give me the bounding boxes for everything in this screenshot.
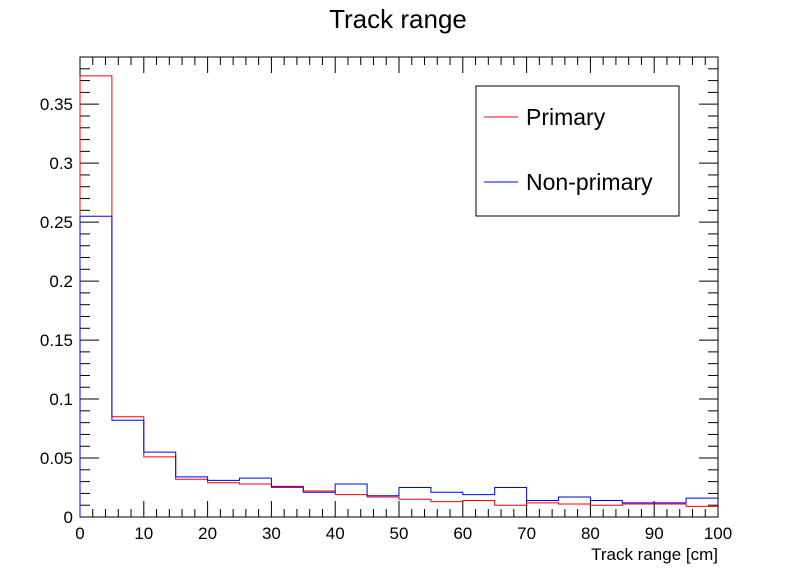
x-tick-label: 50 [390, 524, 409, 543]
chart-title: Track range [329, 4, 467, 34]
legend-label: Primary [526, 104, 606, 130]
y-tick-label: 0.3 [49, 154, 73, 173]
y-axis: 0 0.05 0.1 0.15 0.2 0.25 0.3 0.35 [40, 56, 718, 527]
histogram-step-line [79, 215, 718, 517]
series-layer [79, 75, 718, 517]
y-tick-label: 0.15 [40, 331, 73, 350]
x-axis-label: Track range [cm] [591, 545, 718, 564]
x-tick-label: 100 [704, 524, 732, 543]
legend-box [475, 85, 680, 217]
y-tick-label: 0 [64, 508, 73, 527]
x-axis: 0 10 20 30 40 50 60 70 80 90 100 [75, 57, 732, 543]
x-tick-label: 30 [262, 524, 281, 543]
y-tick-label: 0.05 [40, 449, 73, 468]
x-tick-label: 0 [75, 524, 84, 543]
legend-label: Non-primary [526, 169, 653, 195]
x-tick-label: 60 [453, 524, 472, 543]
x-tick-label: 10 [134, 524, 153, 543]
y-tick-label: 0.1 [49, 390, 73, 409]
x-tick-label: 40 [326, 524, 345, 543]
y-tick-label: 0.35 [40, 95, 73, 114]
series-non-primary [79, 215, 718, 517]
x-tick-label: 80 [581, 524, 600, 543]
x-tick-label: 90 [645, 524, 664, 543]
legend: Primary Non-primary [475, 85, 680, 217]
y-tick-label: 0.25 [40, 213, 73, 232]
x-tick-label: 70 [517, 524, 536, 543]
y-tick-label: 0.2 [49, 272, 73, 291]
x-tick-label: 20 [198, 524, 217, 543]
